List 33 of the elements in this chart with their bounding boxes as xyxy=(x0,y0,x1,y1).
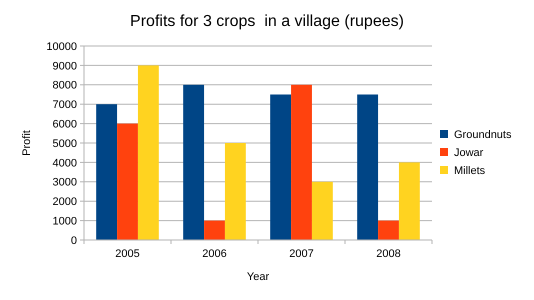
bar xyxy=(291,84,312,240)
bar xyxy=(204,220,225,240)
legend-label: Jowar xyxy=(454,147,484,159)
x-tick-label: 2005 xyxy=(115,248,140,260)
bar xyxy=(398,162,420,240)
bar xyxy=(357,94,378,240)
y-tick-label: 1000 xyxy=(52,215,77,228)
y-tick-label: 5000 xyxy=(52,138,77,150)
y-tick-label: 9000 xyxy=(52,60,77,72)
y-tick-label: 10000 xyxy=(46,40,77,53)
y-axis-title: Profit xyxy=(21,130,33,156)
y-tick-label: 6000 xyxy=(52,118,77,130)
x-tick-label: 2006 xyxy=(202,248,227,260)
bar xyxy=(96,104,118,240)
chart-title: Profits for 3 crops in a village (rupees) xyxy=(130,13,404,30)
bar xyxy=(312,182,333,240)
bar xyxy=(138,65,159,240)
x-tick-label: 2007 xyxy=(289,248,314,260)
bar xyxy=(183,84,204,240)
legend-label: Millets xyxy=(454,165,486,177)
bar xyxy=(270,94,292,240)
y-tick-label: 3000 xyxy=(52,176,77,189)
bar xyxy=(117,124,138,240)
bar xyxy=(224,143,246,240)
bar xyxy=(378,220,399,240)
legend-label: Groundnuts xyxy=(454,129,512,141)
y-tick-label: 2000 xyxy=(52,196,77,208)
y-tick-label: 4000 xyxy=(52,157,77,170)
x-axis-title: Year xyxy=(246,271,270,283)
y-tick-label: 8000 xyxy=(52,80,77,92)
x-tick-label: 2008 xyxy=(376,248,401,260)
y-tick-label: 7000 xyxy=(52,99,77,112)
y-tick-label: 0 xyxy=(70,234,77,247)
